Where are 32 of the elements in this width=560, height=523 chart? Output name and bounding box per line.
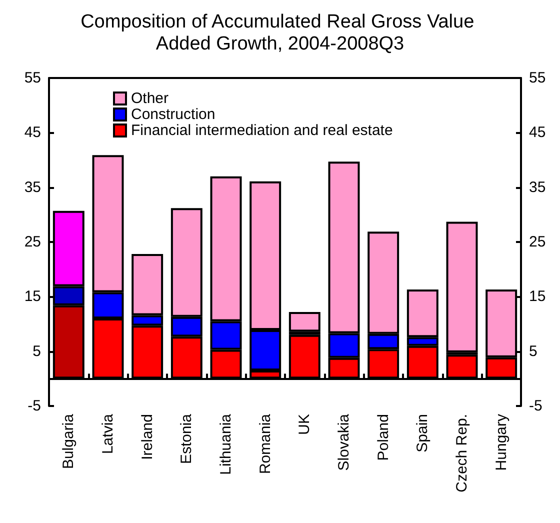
x-tick-label: Lithuania [218, 413, 234, 475]
legend-label: Financial intermediation and real estate [131, 122, 393, 139]
y2-tick-label: 45 [529, 124, 546, 142]
legend-label: Construction [131, 106, 216, 123]
x-tick-label: Romania [256, 413, 274, 474]
x-tick-label: UK [296, 414, 314, 435]
y-tick-label: 15 [24, 288, 41, 306]
y-tick-label: 5 [32, 342, 41, 360]
x-tick-label: Poland [374, 414, 392, 461]
x-tick-label: Ireland [138, 414, 156, 460]
y2-tick-label: 35 [529, 178, 546, 196]
y-tick-label: -5 [28, 398, 41, 414]
legend-label: Other [131, 90, 169, 107]
x-tick-label: Slovakia [336, 413, 352, 471]
bar [446, 222, 478, 352]
y-tick-label: 35 [24, 178, 41, 196]
y2-tick-label: 25 [529, 234, 546, 250]
y-tick-label: 25 [24, 234, 41, 250]
x-tick-label: Bulgaria [60, 413, 78, 470]
x-tick-label: Estonia [178, 413, 196, 464]
y2-tick-label: 15 [529, 288, 546, 306]
y-tick-label: 55 [24, 70, 41, 86]
y-tick-label: 45 [24, 124, 41, 142]
chart-title: Composition of Accumulated Real Gross Value Added Growth, 2004-2008Q3 [80, 12, 480, 54]
x-tick-label: Spain [414, 414, 432, 452]
y2-tick-label: -5 [529, 398, 542, 414]
x-tick-label: Czech Rep. [454, 414, 470, 492]
y2-tick-label: 55 [529, 70, 546, 86]
bar [288, 312, 320, 332]
x-tick-label: Latvia [100, 413, 116, 454]
x-tick-label: Hungary [492, 414, 510, 471]
y2-tick-label: 5 [529, 342, 538, 360]
